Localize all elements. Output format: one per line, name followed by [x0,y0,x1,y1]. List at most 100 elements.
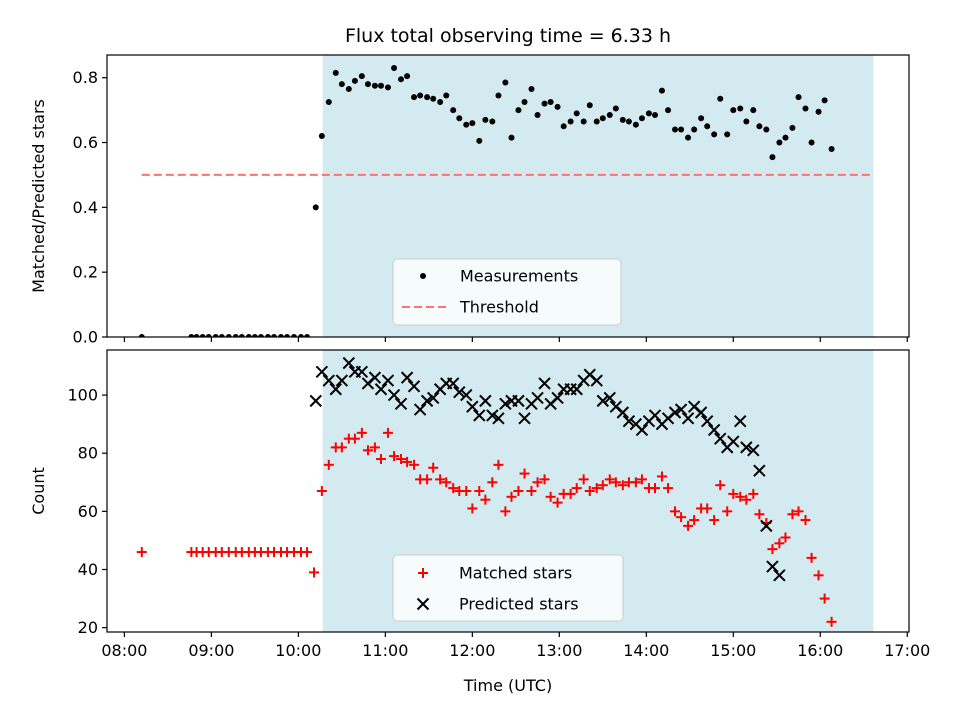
cross-b [479,394,492,408]
matched-point-82 [715,480,726,491]
cross-b [773,569,786,582]
predicted-point-11 [381,374,395,387]
cross-b [616,406,630,419]
matched-point-97 [813,570,824,581]
matched-point-26 [349,433,360,444]
cross-b [596,394,610,408]
cross-b [747,444,760,457]
measurement-point-98 [821,97,828,104]
measurement-point-66 [612,105,619,112]
measurement-point-81 [711,131,718,138]
matched-point-95 [800,515,811,526]
measurement-point-49 [502,79,509,86]
cross-b [342,356,356,370]
measurement-point-67 [619,116,626,123]
predicted-point-48 [622,415,636,428]
measurement-point-57 [554,103,561,110]
predicted-point-24 [466,400,479,413]
matched-point-91 [774,538,785,549]
predicted-point-14 [400,371,414,384]
measurement-point-14 [271,334,278,337]
predicted-point-50 [635,423,649,437]
matched-point-75 [670,506,681,517]
matched-point-52 [519,468,530,479]
cross-b [309,394,322,408]
cross-b [531,391,544,405]
measurement-point-83 [724,131,731,138]
measurement-point-36 [417,92,424,99]
measurement-point-94 [795,94,802,101]
predicted-point-7 [355,365,369,379]
cross-b [322,374,336,387]
cross-b [466,400,479,413]
cross-b [538,377,551,390]
matched-point-99 [826,616,837,627]
cross-b [413,403,427,416]
predicted-point-22 [453,385,466,399]
cross-b [420,394,434,408]
matched-point-35 [409,459,420,470]
predicted-point-65 [734,415,747,428]
matched-point-61 [578,474,589,485]
predicted-point-37 [551,391,564,405]
measurement-point-39 [437,99,444,105]
predicted-point-56 [674,403,688,416]
predicted-point-3 [329,383,342,396]
top-axes-frame [106,54,910,338]
matched-point-38 [428,462,439,473]
measurement-point-73 [658,87,665,94]
legend-predicted-label: Predicted stars [459,595,579,614]
predicted-point-32 [518,412,531,425]
matched-point-32 [389,451,400,462]
measurement-point-10 [245,334,252,337]
matched-point-53 [526,486,537,496]
measurement-point-35 [411,94,418,101]
predicted-point-26 [479,394,492,408]
predicted-point-52 [648,409,662,422]
measurement-point-55 [541,100,548,107]
matched-point-41 [448,483,459,494]
measurement-point-32 [391,64,398,71]
measurement-point-86 [743,118,750,125]
measurement-point-3 [199,334,206,337]
predicted-point-70 [766,560,779,573]
matched-point-29 [369,442,380,453]
measurement-point-44 [469,120,476,127]
measurement-point-40 [443,92,450,99]
matched-point-78 [689,515,700,526]
predicted-point-15 [407,380,421,393]
count-series [136,356,837,627]
cross-b [400,371,414,384]
cross-b [460,388,473,402]
measurement-point-62 [586,102,593,109]
measurement-point-74 [665,107,672,114]
predicted-point-64 [727,435,740,448]
measurement-point-46 [482,116,489,123]
measurement-point-11 [251,334,258,337]
predicted-point-61 [707,423,721,437]
predicted-point-18 [426,391,440,405]
cross-b [492,412,505,425]
predicted-point-59 [694,406,708,419]
cross-b [766,560,779,573]
predicted-point-9 [368,371,382,384]
matched-stars-series [136,427,837,627]
predicted-point-1 [315,365,329,379]
xtick-label-5: 13:00 [536,641,582,660]
cross-b [499,397,512,410]
top-ylabel: Matched/Predicted stars [29,99,48,293]
cross-b [681,412,695,425]
measurement-point-27 [358,73,365,80]
matched-point-65 [604,474,615,485]
matched-point-31 [382,427,393,438]
matched-point-54 [532,477,543,488]
predicted-point-25 [473,409,486,422]
bottom-ylabel: Count [29,467,48,515]
cross-b [315,365,329,379]
measurement-point-15 [277,334,284,337]
measurement-point-8 [232,334,239,337]
cross-b [590,374,603,387]
cross-b [416,597,430,611]
x-axis-label: Time (UTC) [463,676,552,695]
measurement-point-38 [430,95,437,102]
